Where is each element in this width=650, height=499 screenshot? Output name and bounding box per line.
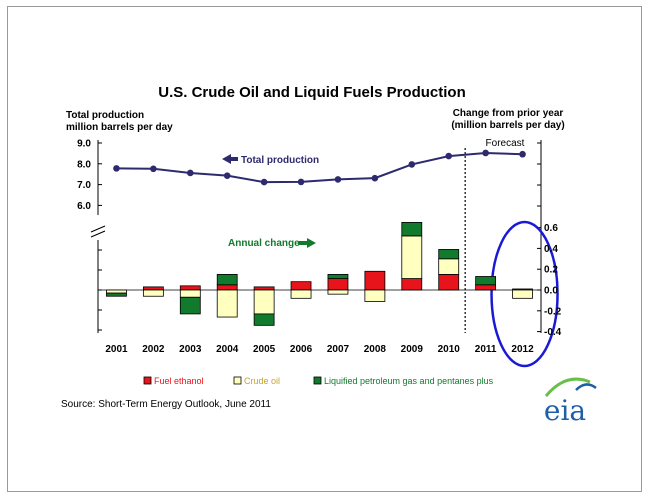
bar-2006-series-0 — [290, 281, 312, 291]
bar-2004-series-1 — [216, 289, 238, 318]
bar-2005-series-1 — [253, 289, 275, 315]
bar-2005-series-0 — [253, 286, 275, 291]
right-tick-label: -0.2 — [544, 306, 562, 317]
right-tick-label: 0.6 — [544, 223, 558, 234]
bar-2002-series-0 — [142, 286, 164, 291]
right-tick-label: 0.4 — [544, 244, 558, 255]
bar-2004-series-0 — [216, 284, 238, 291]
eia-logo: eia — [544, 377, 597, 427]
bar-2007-series-2 — [327, 273, 349, 279]
bar-2003-series-1 — [179, 289, 201, 298]
bar-2007-series-0 — [327, 278, 349, 291]
legend-label-1: Crude oil — [244, 376, 280, 386]
total-production-label: Total production — [241, 155, 319, 166]
bar-2004-series-2 — [216, 273, 238, 286]
x-tick-label-2009: 2009 — [401, 344, 424, 355]
total-production-point-2012 — [519, 150, 526, 158]
total-production-point-2009 — [408, 161, 416, 168]
right-tick-label: 0.2 — [544, 265, 558, 276]
bar-2001-series-2 — [106, 292, 127, 297]
total-production-annotation: Total production — [222, 154, 319, 166]
bar-2006-series-1 — [290, 289, 312, 299]
annual-change-label: Annual change — [228, 238, 300, 249]
x-tick-label-2008: 2008 — [364, 344, 387, 355]
left-axis-label-line2: million barrels per day — [66, 122, 173, 133]
logo-text: eia — [544, 394, 586, 427]
left-tick-label: 9.0 — [77, 139, 91, 150]
x-tick-label-2004: 2004 — [216, 344, 239, 355]
right-axis-label-line1: Change from prior year — [453, 108, 564, 119]
x-tick-label-2007: 2007 — [327, 344, 350, 355]
right-axis-label-line2: (million barrels per day) — [451, 120, 564, 131]
annual-change-annotation: Annual change — [228, 238, 316, 249]
x-tick-label-2011: 2011 — [475, 344, 497, 355]
axes — [90, 140, 559, 368]
left-axis-label-line1: Total production — [66, 110, 144, 121]
legend-swatch-2 — [313, 376, 322, 385]
source-note: Source: Short-Term Energy Outlook, June … — [61, 399, 271, 410]
x-tick-label-2003: 2003 — [179, 344, 202, 355]
total-production-point-2006 — [297, 178, 305, 186]
highlight-ellipse — [490, 220, 559, 368]
total-production-point-2010 — [445, 152, 453, 160]
total-production-point-2001 — [113, 165, 120, 172]
right-tick-label: -0.4 — [544, 327, 562, 338]
total-production-point-2008 — [371, 174, 379, 182]
left-tick-label: 8.0 — [77, 159, 91, 170]
axis-break-mark-2 — [90, 230, 106, 238]
right-arrow-icon — [298, 238, 316, 248]
bar-2009-series-0 — [401, 278, 423, 291]
total-production-point-2002 — [150, 165, 157, 173]
logo-swoosh-icon-2 — [575, 383, 597, 391]
bar-2002-series-1 — [142, 289, 164, 297]
legend-swatch-0 — [143, 376, 152, 385]
axis-break-mark-1 — [90, 225, 106, 233]
total-production-polyline — [116, 151, 523, 184]
bar-2009-series-2 — [401, 221, 423, 237]
bar-2012-series-1 — [512, 289, 533, 299]
x-tick-label-2005: 2005 — [253, 344, 276, 355]
legend: Fuel ethanol Crude oil Liquified petroleum… — [143, 376, 494, 386]
chart-frame — [7, 6, 642, 492]
logo-swoosh-icon — [544, 377, 591, 397]
bar-series — [106, 221, 533, 326]
bar-2011-series-2 — [475, 276, 497, 286]
bar-2011-series-0 — [475, 284, 497, 291]
bar-2010-series-1 — [438, 258, 460, 275]
bar-2005-series-2 — [253, 313, 275, 326]
bar-2008-series-1 — [364, 289, 386, 302]
bar-2007-series-1 — [327, 289, 349, 295]
bar-2003-series-2 — [179, 296, 201, 315]
bar-2010-series-0 — [438, 273, 460, 291]
x-tick-label-2012: 2012 — [511, 344, 534, 355]
total-production-line — [113, 149, 526, 186]
x-tick-label-2002: 2002 — [142, 344, 165, 355]
total-production-point-2004 — [223, 172, 231, 179]
bar-2003-series-0 — [179, 285, 201, 291]
x-tick-label-2010: 2010 — [438, 344, 461, 355]
right-tick-label: 0.0 — [544, 286, 558, 297]
left-tick-label: 7.0 — [77, 180, 91, 191]
total-production-point-2007 — [334, 176, 342, 183]
total-production-point-2003 — [186, 169, 194, 177]
bar-2001-series-1 — [106, 289, 127, 294]
x-tick-label-2006: 2006 — [290, 344, 313, 355]
chart-title: U.S. Crude Oil and Liquid Fuels Producti… — [158, 84, 466, 101]
total-production-point-2011 — [482, 149, 489, 157]
left-arrow-icon — [222, 154, 238, 164]
x-tick-label-2001: 2001 — [105, 344, 128, 355]
tick-labels: 9.0 8.0 7.0 6.0 0.6 0.4 0.2 0.0 -0.2 -0.4 2001 2002… — [77, 139, 562, 356]
bar-2009-series-1 — [401, 235, 423, 279]
legend-label-0: Fuel ethanol — [154, 376, 204, 386]
total-production-point-2005 — [260, 178, 268, 186]
left-tick-label: 6.0 — [77, 201, 91, 212]
bar-2010-series-2 — [438, 249, 460, 260]
legend-swatch-1 — [233, 376, 242, 385]
legend-label-2: Liquified petroleum gas and pentanes plu… — [324, 376, 494, 386]
forecast-label: Forecast — [486, 138, 525, 149]
bar-2008-series-0 — [364, 270, 386, 291]
